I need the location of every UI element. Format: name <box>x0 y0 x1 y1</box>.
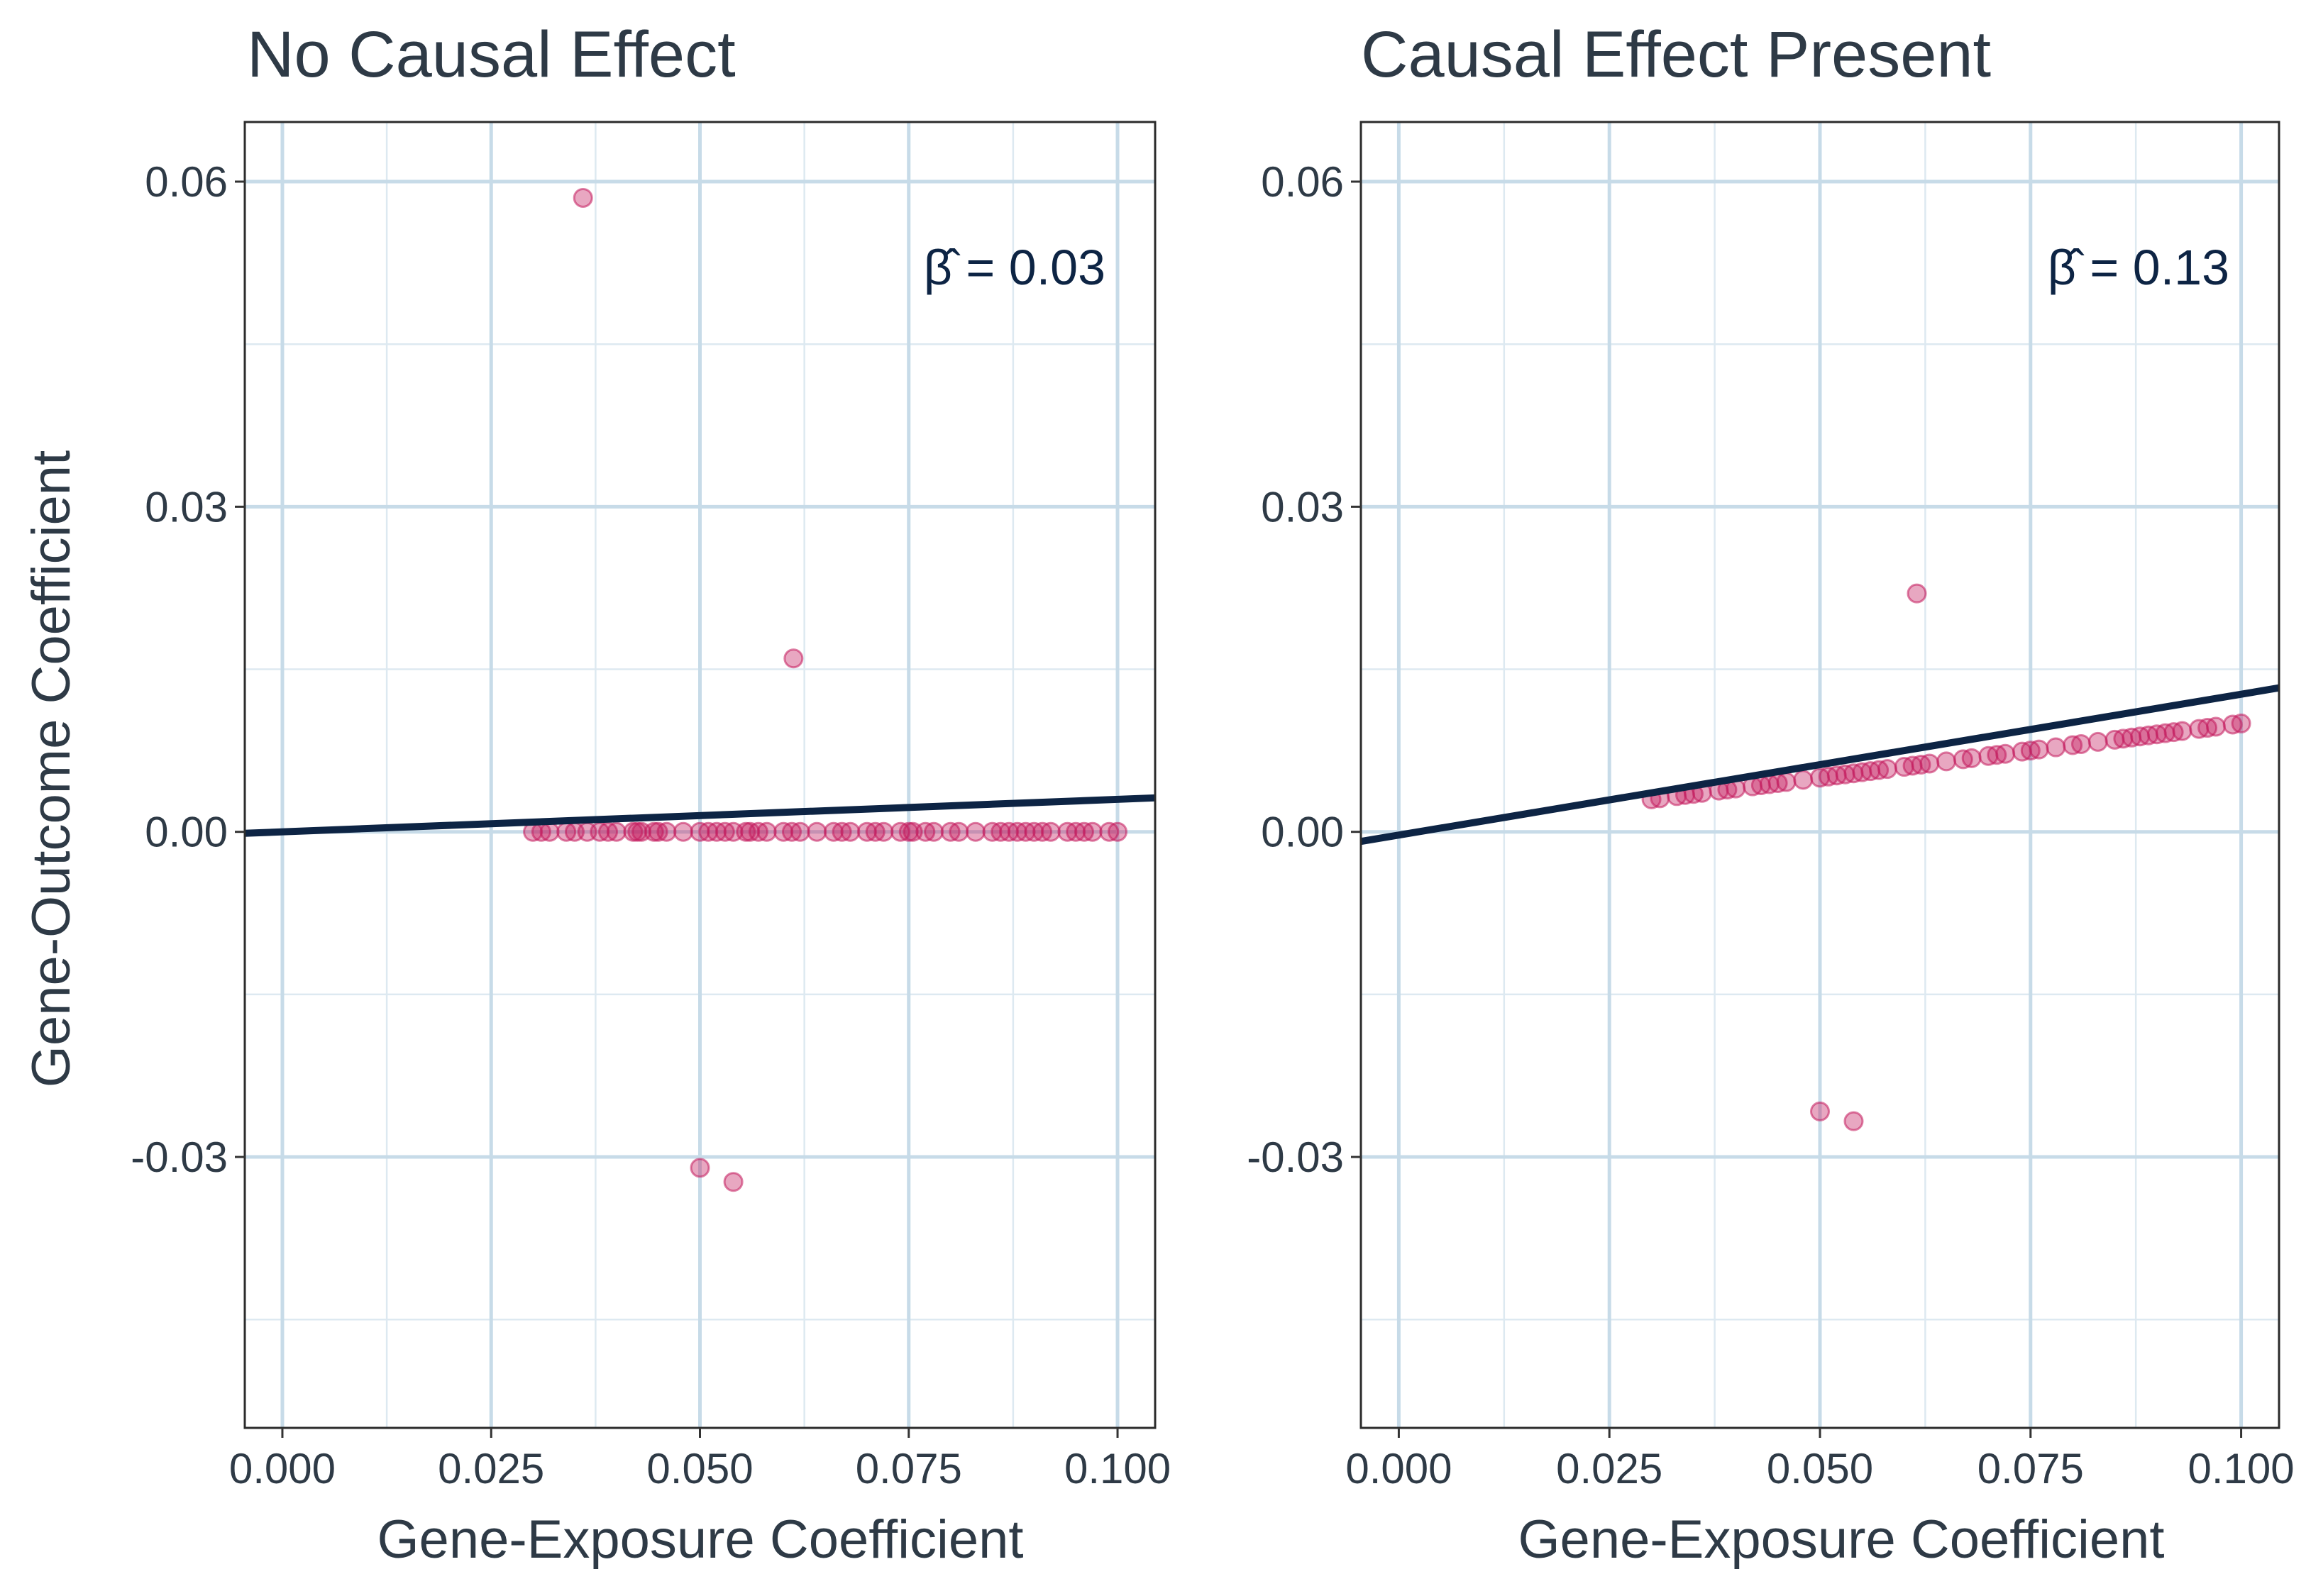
regression-line <box>1360 684 2280 846</box>
data-point <box>1961 748 1982 768</box>
data-point <box>1810 1101 1830 1121</box>
data-point <box>673 821 693 842</box>
data-point <box>1776 772 1797 792</box>
data-point <box>2205 716 2226 737</box>
data-point <box>1907 583 1927 604</box>
data-point <box>539 821 560 842</box>
data-point <box>840 821 861 842</box>
x-axis-title: Gene-Exposure Coefficient <box>1518 1509 2164 1570</box>
data-point <box>723 1172 744 1192</box>
y-tick-label: 0.06 <box>145 158 228 206</box>
panel-no-causal-effect: No Causal Effect Gene-Exposure Coefficie… <box>131 18 1171 1570</box>
data-point <box>606 821 627 842</box>
x-tick-label: 0.025 <box>438 1445 544 1492</box>
data-point <box>1108 821 1128 842</box>
x-tick-label: 0.000 <box>1345 1445 1452 1492</box>
data-point <box>690 1158 710 1178</box>
x-tick-label: 0.100 <box>2188 1445 2294 1492</box>
data-point <box>756 821 777 842</box>
regression-line <box>244 794 1156 837</box>
data-point <box>1793 770 1814 790</box>
y-axis-title: Gene-Outcome Coefficient <box>21 450 82 1087</box>
data-point <box>1082 821 1103 842</box>
beta-annotation: β̂ = 0.13 <box>2048 240 2229 295</box>
data-point <box>2029 739 2049 760</box>
x-tick-label: 0.025 <box>1556 1445 1662 1492</box>
x-tick-label: 0.050 <box>646 1445 753 1492</box>
y-tick-label: -0.03 <box>131 1134 228 1181</box>
data-point <box>783 648 804 669</box>
y-tick-label: 0.03 <box>145 483 228 531</box>
y-tick-label: 0.06 <box>1261 158 1344 206</box>
data-point <box>949 821 969 842</box>
data-point <box>2046 737 2066 758</box>
x-tick-label: 0.075 <box>856 1445 962 1492</box>
data-point <box>790 821 810 842</box>
data-point <box>924 821 944 842</box>
data-point <box>2071 733 2092 754</box>
data-point <box>1995 743 2016 764</box>
data-point <box>965 821 986 842</box>
beta-annotation: β̂ = 0.03 <box>924 240 1105 295</box>
panel-title: Causal Effect Present <box>1361 18 1991 91</box>
y-tick-label: 0.03 <box>1261 483 1344 531</box>
x-tick-label: 0.075 <box>1977 1445 2084 1492</box>
x-axis-title: Gene-Exposure Coefficient <box>377 1509 1023 1570</box>
x-tick-label: 0.000 <box>229 1445 336 1492</box>
data-point <box>1919 753 1940 774</box>
panel-title: No Causal Effect <box>247 18 736 91</box>
data-point <box>1843 1111 1864 1131</box>
data-point <box>1877 759 1897 780</box>
y-tick-label: 0.00 <box>1261 809 1344 856</box>
x-tick-label: 0.100 <box>1064 1445 1171 1492</box>
y-tick-label: 0.00 <box>145 809 228 856</box>
x-tick-label: 0.050 <box>1767 1445 1873 1492</box>
y-tick-label: -0.03 <box>1247 1134 1344 1181</box>
data-point <box>807 821 827 842</box>
data-point <box>656 821 677 842</box>
data-point <box>873 821 894 842</box>
data-point <box>2087 731 2108 752</box>
data-point <box>1040 821 1061 842</box>
data-point <box>573 187 593 208</box>
data-point <box>2172 721 2192 741</box>
panel-causal-effect-present: Causal Effect Present Gene-Exposure Coef… <box>1247 18 2294 1570</box>
data-point <box>1936 751 1957 772</box>
data-point <box>2231 713 2251 733</box>
